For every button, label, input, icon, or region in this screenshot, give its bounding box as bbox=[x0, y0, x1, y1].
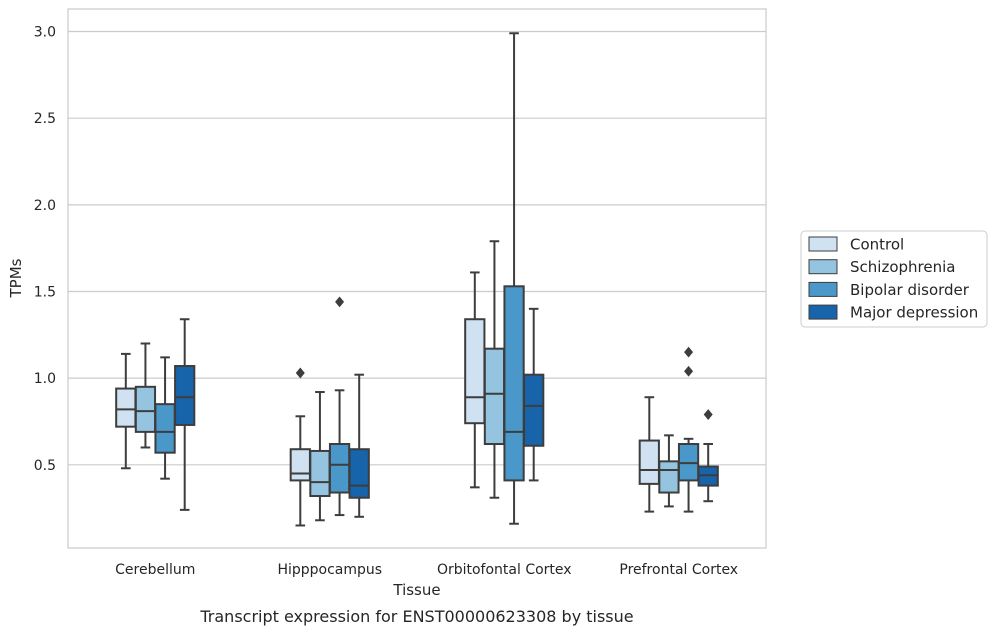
outlier-point bbox=[295, 367, 305, 379]
box-major-depression-prefrontal-cortex bbox=[697, 409, 719, 503]
y-tick-label: 2.0 bbox=[34, 198, 56, 214]
legend-label: Schizophrenia bbox=[850, 258, 955, 276]
legend-swatch bbox=[808, 281, 838, 297]
box-schizophrenia-hipppocampus bbox=[309, 391, 331, 522]
legend-swatch bbox=[808, 304, 838, 320]
box-major-depression-cerebellum bbox=[174, 318, 196, 511]
y-tick-label: 1.5 bbox=[34, 284, 56, 300]
box-iqr bbox=[154, 403, 176, 454]
box-iqr bbox=[503, 285, 525, 482]
box-iqr bbox=[523, 373, 545, 447]
outlier-point bbox=[684, 365, 694, 377]
box-iqr bbox=[658, 460, 680, 494]
box-schizophrenia-orbitofontal-cortex bbox=[483, 240, 506, 499]
outlier-point bbox=[335, 296, 345, 308]
x-tick-label: Prefrontal Cortex bbox=[619, 562, 738, 578]
legend-label: Control bbox=[850, 236, 904, 254]
box-schizophrenia-prefrontal-cortex bbox=[658, 434, 680, 508]
legend-swatch bbox=[808, 259, 838, 275]
box-bipolar-disorder-hipppocampus bbox=[328, 296, 351, 517]
plot-frame bbox=[67, 8, 767, 549]
box-iqr bbox=[309, 449, 331, 498]
legend-label: Major depression bbox=[850, 304, 978, 322]
y-tick-labels: 0.5 1.0 1.5 2.0 2.5 3.0 bbox=[34, 25, 56, 474]
y-tick-label: 0.5 bbox=[34, 458, 56, 474]
box-iqr bbox=[115, 387, 137, 428]
grid-lines bbox=[68, 30, 766, 466]
legend-swatch bbox=[808, 236, 838, 252]
box-iqr bbox=[134, 385, 157, 433]
x-tick-label: Orbitofontal Cortex bbox=[437, 562, 572, 578]
box-iqr bbox=[464, 318, 486, 425]
outlier-point bbox=[684, 346, 694, 358]
x-tick-label: Cerebellum bbox=[115, 562, 195, 578]
x-axis-label: Tissue bbox=[392, 581, 440, 599]
box-bipolar-disorder-cerebellum bbox=[154, 356, 176, 480]
box-iqr bbox=[483, 347, 506, 446]
box-iqr bbox=[348, 448, 370, 499]
y-tick-label: 1.0 bbox=[34, 371, 56, 387]
x-tick-labels: Cerebellum Hipppocampus Orbitofontal Corte… bbox=[115, 562, 738, 578]
box-control-hipppocampus bbox=[289, 367, 311, 527]
legend: Control Schizophrenia Bipolar disorder Majo… bbox=[800, 230, 988, 328]
box-iqr bbox=[638, 439, 660, 485]
outlier-point bbox=[703, 409, 713, 420]
box-bipolar-disorder-orbitofontal-cortex bbox=[503, 32, 525, 525]
box-control-cerebellum bbox=[115, 352, 137, 470]
box-control-orbitofontal-cortex bbox=[464, 271, 486, 489]
box-control-prefrontal-cortex bbox=[638, 396, 660, 513]
box-major-depression-orbitofontal-cortex bbox=[523, 307, 545, 482]
legend-frame bbox=[800, 230, 988, 328]
y-axis-label: TPMs bbox=[7, 258, 25, 298]
legend-label: Bipolar disorder bbox=[850, 281, 970, 299]
box-major-depression-hipppocampus bbox=[348, 373, 370, 518]
box-iqr bbox=[328, 443, 351, 494]
x-tick-label: Hipppocampus bbox=[277, 562, 382, 578]
y-tick-label: 2.5 bbox=[34, 111, 56, 127]
box-schizophrenia-cerebellum bbox=[134, 342, 157, 449]
y-tick-label: 3.0 bbox=[34, 25, 56, 41]
figure-caption: Transcript expression for ENST0000062330… bbox=[199, 607, 633, 626]
box-plot-marks bbox=[115, 32, 719, 527]
box-iqr bbox=[174, 365, 196, 426]
box-iqr bbox=[289, 448, 311, 482]
box-bipolar-disorder-prefrontal-cortex bbox=[677, 346, 700, 513]
